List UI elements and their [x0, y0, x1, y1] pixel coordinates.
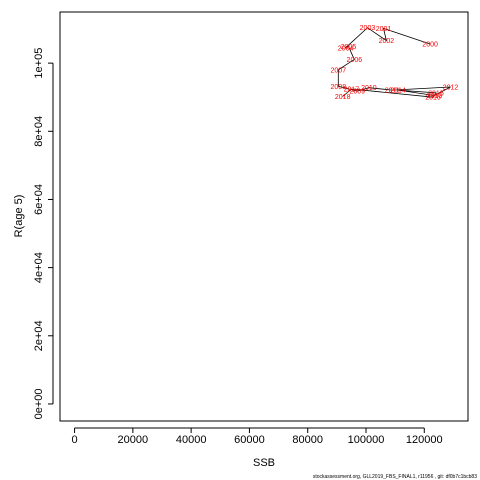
year-label: 2016	[425, 95, 441, 102]
year-label: 2013	[427, 93, 443, 100]
year-label: 2014	[390, 88, 406, 95]
year-label: 2010	[361, 85, 377, 92]
year-label: 2006	[347, 57, 363, 64]
x-tick-label: 60000	[234, 434, 265, 446]
series-line	[337, 27, 451, 98]
y-tick-label: 4e+04	[33, 252, 45, 283]
y-axis-title: R(age 5)	[13, 195, 25, 238]
y-tick-label: 8e+04	[33, 116, 45, 147]
point-labels: 2000200120022003200420052006200720082009…	[331, 25, 459, 102]
y-axis: 0e+00 2e+04 4e+04 6e+04 8e+04 1e+05	[33, 48, 54, 420]
year-label: 2000	[422, 42, 438, 49]
plot-frame	[59, 11, 469, 422]
x-tick-label: 20000	[118, 434, 149, 446]
x-axis-title: SSB	[253, 457, 275, 469]
x-tick-label: 100000	[348, 434, 385, 446]
year-label: 2011	[385, 88, 400, 95]
y-tick-label: 6e+04	[33, 184, 45, 215]
y-tick-label: 0e+00	[33, 389, 45, 420]
year-label: 2009	[349, 89, 365, 96]
trajectory-line	[337, 27, 451, 98]
year-label: 2005	[341, 44, 357, 51]
x-axis: 0 20000 40000 60000 80000 100000 120000	[72, 427, 443, 446]
x-tick-label: 40000	[176, 434, 207, 446]
year-label: 2012	[443, 84, 459, 91]
year-label: 2002	[379, 38, 395, 45]
x-tick-label: 120000	[406, 434, 443, 446]
footer-text: stockassessment.org, GLL2019_FBS_FINAL1,…	[313, 474, 477, 480]
year-label: 2017	[344, 87, 360, 94]
year-label: 2008	[331, 84, 347, 91]
x-tick-label: 0	[72, 434, 78, 446]
year-label: 2015	[428, 90, 444, 97]
y-tick-label: 1e+05	[33, 48, 45, 79]
year-label: 2007	[331, 67, 347, 74]
x-tick-label: 80000	[292, 434, 323, 446]
year-label: 2018	[335, 94, 351, 101]
year-label: 2001	[376, 26, 392, 33]
year-label: 2004	[338, 45, 354, 52]
y-tick-label: 2e+04	[33, 320, 45, 351]
year-label: 2003	[360, 25, 376, 32]
